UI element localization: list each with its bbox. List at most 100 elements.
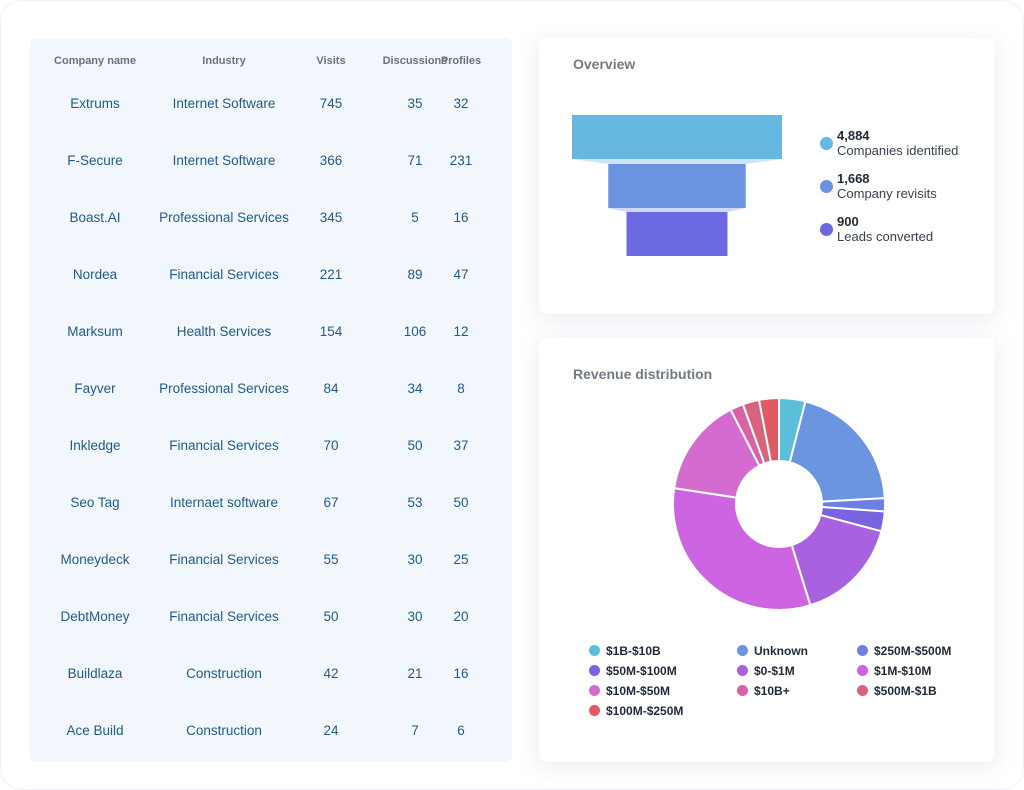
donut-slice-10[interactable]	[757, 396, 780, 463]
table-row[interactable]: Extrums Internet Software 745 35 32	[30, 89, 512, 146]
company-name-cell: Extrums	[70, 96, 120, 111]
funnel-stage-3[interactable]	[626, 212, 728, 256]
header-visits[interactable]: Visits	[316, 55, 346, 67]
revenue-legend-label: $1B-$10B	[606, 644, 661, 658]
visits-cell: 67	[323, 495, 339, 510]
profiles-cell: 8	[457, 381, 465, 396]
discussions-cell: 50	[407, 438, 423, 453]
industry-cell: Internet Software	[172, 96, 276, 111]
table-row[interactable]: F-Secure Internet Software 366 71 231	[30, 146, 512, 203]
revenue-legend-label: $0-$1M	[754, 664, 795, 678]
table-row[interactable]: Buildlaza Construction 42 21 16	[30, 659, 512, 716]
industry-cell: Health Services	[176, 324, 272, 339]
discussions-cell: 30	[407, 552, 423, 567]
revenue-card: Revenue distribution $1B-$10B Unknown $250…	[539, 338, 995, 762]
discussions-cell: 30	[407, 609, 423, 624]
revenue-donut-chart	[672, 396, 886, 611]
industry-cell: Financial Services	[169, 267, 279, 282]
legend-dot-icon	[857, 685, 868, 696]
company-name-cell: Boast.AI	[69, 210, 121, 225]
funnel-connector-2	[608, 208, 746, 212]
revenue-legend-item[interactable]: $250M-$500M	[857, 642, 951, 660]
legend-dot-icon	[737, 645, 748, 656]
company-name-cell: Nordea	[72, 267, 118, 282]
table-row[interactable]: Moneydeck Financial Services 55 30 25	[30, 545, 512, 602]
profiles-cell: 6	[457, 723, 465, 738]
revenue-legend-item[interactable]: $10M-$50M	[589, 682, 670, 700]
header-company-name[interactable]: Company name	[54, 55, 136, 67]
company-name-cell: Buildlaza	[67, 666, 123, 681]
table-row[interactable]: DebtMoney Financial Services 50 30 20	[30, 602, 512, 659]
company-name-cell: Marksum	[67, 324, 123, 339]
company-name-cell: Seo Tag	[70, 495, 120, 510]
visits-cell: 154	[319, 324, 343, 339]
funnel-legend-item: 4,884 Companies identified	[817, 128, 987, 162]
revenue-title: Revenue distribution	[573, 366, 713, 382]
funnel-stage-2[interactable]	[608, 164, 746, 208]
revenue-legend-item[interactable]: $1B-$10B	[589, 642, 661, 660]
header-profiles[interactable]: Profiles	[440, 55, 482, 67]
discussions-cell: 89	[407, 267, 423, 282]
funnel-connector-1	[572, 159, 782, 164]
company-name-cell: Moneydeck	[60, 552, 130, 567]
donut-slice-2[interactable]	[788, 400, 886, 503]
legend-dot-icon	[737, 685, 748, 696]
table-row[interactable]: Nordea Financial Services 221 89 47	[30, 260, 512, 317]
funnel-legend-item: 1,668 Company revisits	[817, 171, 987, 205]
header-discussions[interactable]: Discussions	[382, 55, 448, 67]
revenue-legend-label: $10M-$50M	[606, 684, 671, 698]
funnel-chart	[572, 115, 782, 256]
discussions-cell: 71	[407, 153, 423, 168]
revenue-legend-item[interactable]: Unknown	[737, 642, 808, 660]
revenue-legend-label: $250M-$500M	[874, 644, 952, 658]
industry-cell: Internaet software	[169, 495, 279, 510]
company-name-cell: Fayver	[74, 381, 116, 396]
visits-cell: 42	[323, 666, 339, 681]
revenue-legend-label: $500M-$1B	[874, 684, 937, 698]
visits-cell: 24	[323, 723, 339, 738]
funnel-stage-label: Companies identified	[837, 143, 959, 158]
overview-title: Overview	[573, 56, 636, 72]
header-industry[interactable]: Industry	[202, 55, 246, 67]
revenue-legend-item[interactable]: $100M-$250M	[589, 702, 683, 720]
legend-dot-icon	[737, 665, 748, 676]
revenue-legend-item[interactable]: $10B+	[737, 682, 790, 700]
company-name-cell: DebtMoney	[60, 609, 130, 624]
funnel-legend-item: 900 Leads converted	[817, 214, 987, 248]
donut-slice-5[interactable]	[790, 513, 883, 607]
revenue-legend-item[interactable]: $50M-$100M	[589, 662, 677, 680]
revenue-legend: $1B-$10B Unknown $250M-$500M $50M-$100M $0-$…	[589, 642, 989, 722]
company-name-cell: Ace Build	[66, 723, 124, 738]
table-row[interactable]: Inkledge Financial Services 70 50 37	[30, 431, 512, 488]
industry-cell: Financial Services	[169, 438, 279, 453]
discussions-cell: 35	[407, 96, 423, 111]
profiles-cell: 47	[453, 267, 469, 282]
discussions-cell: 34	[407, 381, 423, 396]
revenue-legend-item[interactable]: $500M-$1B	[857, 682, 937, 700]
table-row[interactable]: Marksum Health Services 154 106 12	[30, 317, 512, 374]
industry-cell: Professional Services	[159, 210, 289, 225]
profiles-cell: 32	[453, 96, 469, 111]
discussions-cell: 53	[407, 495, 423, 510]
funnel-stage-value: 1,668	[837, 171, 870, 186]
legend-dot-icon	[857, 645, 868, 656]
table-row[interactable]: Seo Tag Internaet software 67 53 50	[30, 488, 512, 545]
revenue-legend-item[interactable]: $1M-$10M	[857, 662, 931, 680]
discussions-cell: 106	[403, 324, 427, 339]
profiles-cell: 37	[453, 438, 469, 453]
profiles-cell: 12	[453, 324, 469, 339]
table-row[interactable]: Fayver Professional Services 84 34 8	[30, 374, 512, 431]
revenue-legend-label: $10B+	[754, 684, 790, 698]
funnel-stage-1[interactable]	[572, 115, 782, 159]
table-row[interactable]: Ace Build Construction 24 7 6	[30, 716, 512, 773]
visits-cell: 84	[323, 381, 339, 396]
revenue-legend-item[interactable]: $0-$1M	[737, 662, 795, 680]
donut-slice-6[interactable]	[672, 487, 812, 611]
funnel-stage-value: 4,884	[837, 128, 870, 143]
visits-cell: 50	[323, 609, 339, 624]
revenue-legend-label: Unknown	[754, 644, 808, 658]
table-row[interactable]: Boast.AI Professional Services 345 5 16	[30, 203, 512, 260]
visits-cell: 55	[323, 552, 339, 567]
funnel-stage-label: Company revisits	[837, 186, 937, 201]
visits-cell: 70	[323, 438, 339, 453]
